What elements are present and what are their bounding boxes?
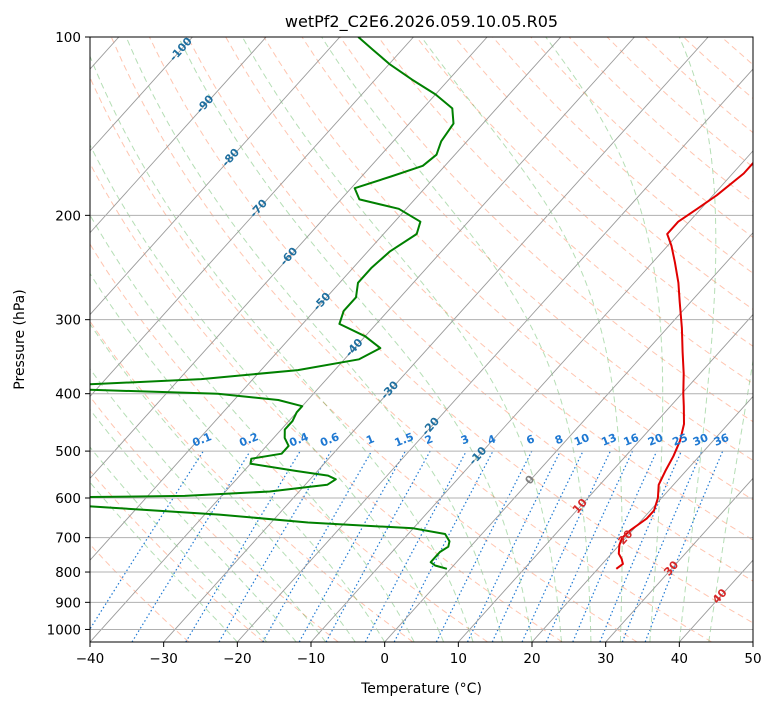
isotherm xyxy=(310,150,753,642)
isotherm xyxy=(90,37,193,152)
x-tick-label: 50 xyxy=(744,651,761,667)
mixing-ratio-label: 13 xyxy=(600,431,619,449)
y-axis-label: Pressure (hPa) xyxy=(12,289,28,389)
series-line-0 xyxy=(615,161,753,570)
isotherm xyxy=(90,37,414,398)
dry-adiabat xyxy=(454,37,753,311)
mixing-ratio-label: 3 xyxy=(459,432,471,447)
mixing-ratio-label: 16 xyxy=(622,431,641,449)
isotherm xyxy=(163,37,709,642)
dry-adiabat xyxy=(148,37,753,624)
moist-adiabat xyxy=(241,37,562,642)
series-layer xyxy=(90,37,753,570)
mixing-ratio-label: 30 xyxy=(691,431,710,449)
isotherm xyxy=(457,313,753,642)
dry-adiabat xyxy=(110,37,712,642)
x-tick-label: 20 xyxy=(523,651,540,667)
x-tick-label: −20 xyxy=(223,651,252,667)
isotherm xyxy=(236,68,753,642)
x-tick-label: −10 xyxy=(297,651,326,667)
dry-adiabat xyxy=(90,395,339,642)
dry-adiabat xyxy=(90,162,563,642)
mixing-ratio-line xyxy=(435,450,533,642)
y-axis-ticks: 100 200 300 400 500 600 700 800 900 1000 xyxy=(47,30,90,638)
x-axis-label: Temperature (°C) xyxy=(360,681,482,697)
mixing-ratio-line xyxy=(298,450,406,642)
mixing-ratio-label: 8 xyxy=(553,432,565,447)
isotherm xyxy=(90,37,341,316)
dry-adiabat xyxy=(416,37,753,347)
moist-adiabat xyxy=(90,54,474,642)
isotherm xyxy=(384,232,753,642)
moist-adiabat xyxy=(90,143,445,642)
x-tick-label: 40 xyxy=(671,651,688,667)
moist-adiabat xyxy=(90,408,297,642)
mixing-ratio-label: 1 xyxy=(364,432,376,447)
y-tick-label: 800 xyxy=(55,565,81,581)
mixing-ratio-label: 20 xyxy=(646,431,665,449)
mixing-ratio-line xyxy=(325,450,431,642)
series-line-1 xyxy=(90,37,455,570)
moist-adiabat xyxy=(90,368,327,642)
moist-adiabat xyxy=(90,323,356,642)
isotherm xyxy=(90,37,635,642)
y-tick-label: 1000 xyxy=(47,622,81,638)
moist-adiabat xyxy=(708,358,753,642)
mixing-ratio-line xyxy=(364,450,467,642)
moist-adiabat xyxy=(125,37,503,642)
y-tick-label: 100 xyxy=(55,30,81,46)
x-tick-label: 10 xyxy=(450,651,467,667)
isotherm xyxy=(605,477,753,642)
x-tick-label: −40 xyxy=(76,651,105,667)
moist-adiabat xyxy=(90,446,268,642)
moist-adiabat xyxy=(545,37,664,642)
x-axis-ticks: −40 −30 −20 −10 0 10 20 30 40 50 xyxy=(76,642,762,667)
isotherm xyxy=(90,37,488,479)
moist-adiabat xyxy=(321,37,592,642)
moist-adiabat xyxy=(90,481,238,642)
isotherm xyxy=(90,37,267,234)
isotherm xyxy=(531,395,753,642)
moist-adiabat xyxy=(420,37,623,642)
x-tick-label: 0 xyxy=(380,651,389,667)
x-tick-label: 30 xyxy=(597,651,614,667)
y-tick-label: 400 xyxy=(55,387,81,403)
isotherm xyxy=(90,37,562,561)
mixing-ratio-line xyxy=(572,450,658,642)
y-tick-label: 500 xyxy=(55,444,81,460)
mixing-ratio-label: 2 xyxy=(423,432,435,447)
mixing-ratio-line xyxy=(621,450,703,642)
mixing-ratio-line xyxy=(644,450,724,642)
chart-title: wetPf2_C2E6.2026.059.10.05.R05 xyxy=(285,12,558,32)
y-tick-label: 200 xyxy=(55,208,81,224)
mixing-ratio-line xyxy=(545,450,634,642)
moist-adiabat xyxy=(90,272,386,642)
mixing-ratio-label: 36 xyxy=(712,431,731,449)
y-tick-label: 300 xyxy=(55,313,81,329)
mixing-ratio-label: 10 xyxy=(572,431,591,449)
plot-frame xyxy=(89,36,754,643)
plot-background xyxy=(90,37,753,642)
mixing-ratio-line xyxy=(599,450,682,642)
y-tick-label: 600 xyxy=(55,491,81,507)
dry-adiabat xyxy=(90,469,264,642)
y-tick-label: 700 xyxy=(55,531,81,547)
moist-adiabat xyxy=(178,37,533,642)
dry-adiabat xyxy=(90,243,488,642)
moist-adiabat xyxy=(678,37,717,642)
mixing-ratio-label: 25 xyxy=(671,431,690,449)
mixing-ratio-line xyxy=(90,450,204,631)
dry-adiabat xyxy=(90,543,190,642)
y-tick-label: 900 xyxy=(55,595,81,611)
x-tick-label: −30 xyxy=(149,651,178,667)
